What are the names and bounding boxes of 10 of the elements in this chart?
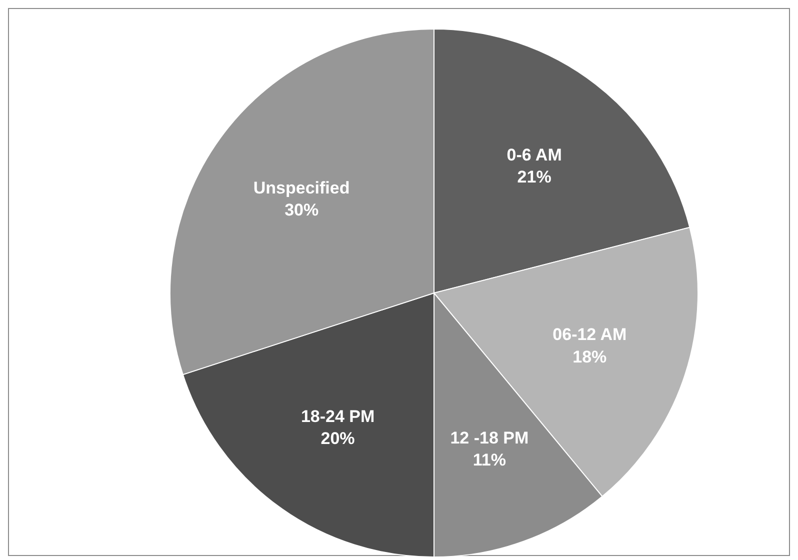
data-label: 20% bbox=[320, 429, 355, 448]
slice-label: 12 -18 PM bbox=[450, 428, 529, 448]
data-label: 11% bbox=[472, 450, 506, 470]
data-label: 30% bbox=[284, 200, 319, 220]
slice-label: 18-24 PM bbox=[300, 407, 375, 426]
slice-label: Unspecified bbox=[253, 178, 350, 198]
data-label: 18% bbox=[572, 347, 607, 366]
slice-label: 06-12 AM bbox=[552, 325, 627, 344]
slice-label: 0-6 AM bbox=[506, 145, 562, 164]
data-label: 21% bbox=[517, 167, 552, 186]
